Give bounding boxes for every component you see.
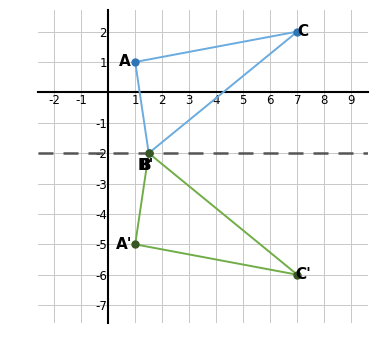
Text: A: A xyxy=(119,54,131,69)
Text: B: B xyxy=(139,159,151,173)
Text: A': A' xyxy=(116,237,132,252)
Text: C: C xyxy=(298,24,309,39)
Text: C': C' xyxy=(295,267,311,282)
Text: B': B' xyxy=(137,159,153,173)
